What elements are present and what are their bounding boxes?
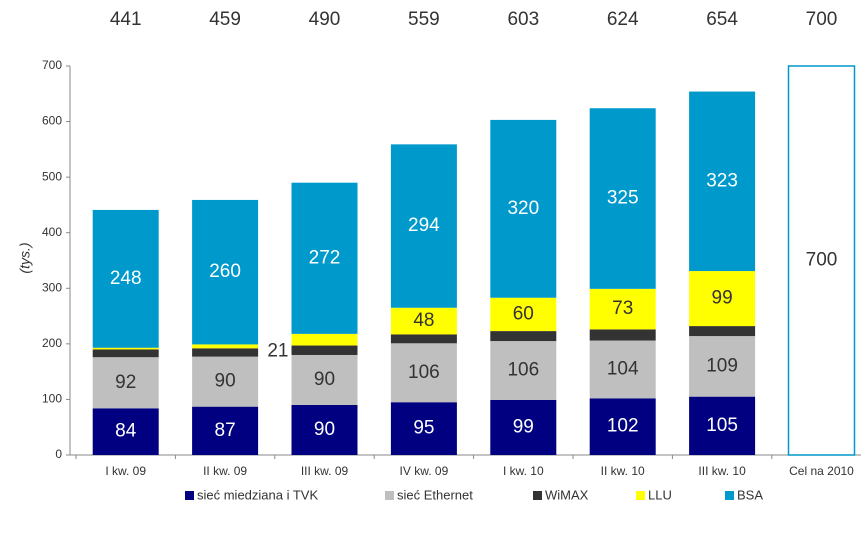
data-label: 21 xyxy=(267,341,288,362)
legend-swatch xyxy=(385,491,394,500)
bar-segment xyxy=(390,402,457,455)
bar-segment xyxy=(92,349,159,358)
total-label: 603 xyxy=(507,9,539,30)
total-label: 459 xyxy=(209,9,241,30)
bar-segment xyxy=(689,326,756,337)
y-tick-label: 200 xyxy=(42,336,62,350)
bar-segment xyxy=(192,356,259,407)
x-tick-label: IV kw. 09 xyxy=(400,464,449,478)
y-tick-label: 100 xyxy=(42,392,62,406)
legend-label: WiMAX xyxy=(545,487,589,502)
x-tick-label: II kw. 09 xyxy=(203,464,247,478)
y-axis-label: (tys.) xyxy=(17,242,33,273)
y-tick-label: 700 xyxy=(42,58,62,72)
legend-swatch xyxy=(185,491,194,500)
bar-segment xyxy=(490,341,557,400)
data-label: 272 xyxy=(309,247,341,268)
legend-swatch xyxy=(636,491,645,500)
bar-segment xyxy=(92,408,159,455)
data-label: 92 xyxy=(115,372,136,393)
bar-segment xyxy=(689,91,756,272)
bar-segment xyxy=(589,108,656,289)
legend-label: sieć Ethernet xyxy=(397,487,473,502)
data-label: 99 xyxy=(513,417,534,438)
data-label: 104 xyxy=(607,358,639,379)
y-tick-label: 300 xyxy=(42,280,62,294)
data-label: 105 xyxy=(706,415,738,436)
bar-segment xyxy=(291,354,358,405)
data-label: 99 xyxy=(712,288,733,309)
bar-segment xyxy=(589,340,656,399)
legend-swatch xyxy=(725,491,734,500)
data-label: 90 xyxy=(314,419,335,440)
x-tick-label: III kw. 10 xyxy=(698,464,746,478)
bar-segment xyxy=(92,209,159,348)
data-label: 102 xyxy=(607,416,639,437)
data-label: 109 xyxy=(706,355,738,376)
bar-segment xyxy=(291,345,358,355)
data-label: 106 xyxy=(408,362,440,383)
total-label: 490 xyxy=(309,9,341,30)
bar-segment xyxy=(490,331,557,342)
data-label: 87 xyxy=(215,420,236,441)
data-label: 95 xyxy=(413,418,434,439)
bar-segment xyxy=(390,343,457,403)
data-label: 106 xyxy=(507,360,539,381)
bar-segment xyxy=(390,334,457,344)
bar-segment xyxy=(291,333,358,346)
total-label: 559 xyxy=(408,9,440,30)
bar-segment xyxy=(390,307,457,335)
total-label: 441 xyxy=(110,9,142,30)
legend-label: LLU xyxy=(648,487,672,502)
bar-segment xyxy=(589,288,656,330)
bar-segment xyxy=(689,336,756,397)
bar-segment xyxy=(689,271,756,327)
total-label: 700 xyxy=(806,9,838,30)
legend-label: sieć miedziana i TVK xyxy=(197,487,318,502)
x-tick-label: I kw. 10 xyxy=(503,464,544,478)
data-label: 320 xyxy=(507,198,539,219)
bar-segment xyxy=(192,344,259,349)
bar-segment xyxy=(689,396,756,455)
data-label: 248 xyxy=(110,268,142,289)
data-label: 294 xyxy=(408,215,440,236)
bar-segment xyxy=(291,182,358,334)
legend-label: BSA xyxy=(737,487,763,502)
bar-segment xyxy=(192,348,259,357)
bar-segment xyxy=(490,297,557,332)
data-label: 90 xyxy=(314,369,335,390)
target-label: 700 xyxy=(806,250,838,271)
data-label: 84 xyxy=(115,421,137,442)
data-label: 48 xyxy=(413,310,434,331)
x-tick-label: II kw. 10 xyxy=(601,464,645,478)
bar-segment xyxy=(490,119,557,298)
y-tick-label: 500 xyxy=(42,169,62,183)
data-label: 260 xyxy=(209,261,241,282)
data-label: 325 xyxy=(607,188,639,209)
y-tick-label: 400 xyxy=(42,225,62,239)
x-tick-label: Cel na 2010 xyxy=(789,464,854,478)
bar-segment xyxy=(192,406,259,455)
y-tick-label: 0 xyxy=(55,447,62,461)
data-label: 73 xyxy=(612,298,633,319)
bar-segment xyxy=(589,329,656,341)
bar-segment xyxy=(291,404,358,455)
x-tick-label: III kw. 09 xyxy=(301,464,349,478)
legend-swatch xyxy=(533,491,542,500)
bar-segment xyxy=(589,398,656,455)
bar-segment xyxy=(390,144,457,308)
data-label: 90 xyxy=(215,371,236,392)
x-tick-label: I kw. 09 xyxy=(105,464,146,478)
data-label: 60 xyxy=(513,303,534,324)
total-label: 624 xyxy=(607,9,639,30)
bar-segment xyxy=(192,199,259,345)
bar-segment xyxy=(490,399,557,455)
total-label: 654 xyxy=(706,9,738,30)
bar-segment xyxy=(92,347,159,350)
bar-segment xyxy=(92,357,159,409)
y-tick-label: 600 xyxy=(42,114,62,128)
data-label: 323 xyxy=(706,170,738,191)
target-bar xyxy=(787,65,856,456)
